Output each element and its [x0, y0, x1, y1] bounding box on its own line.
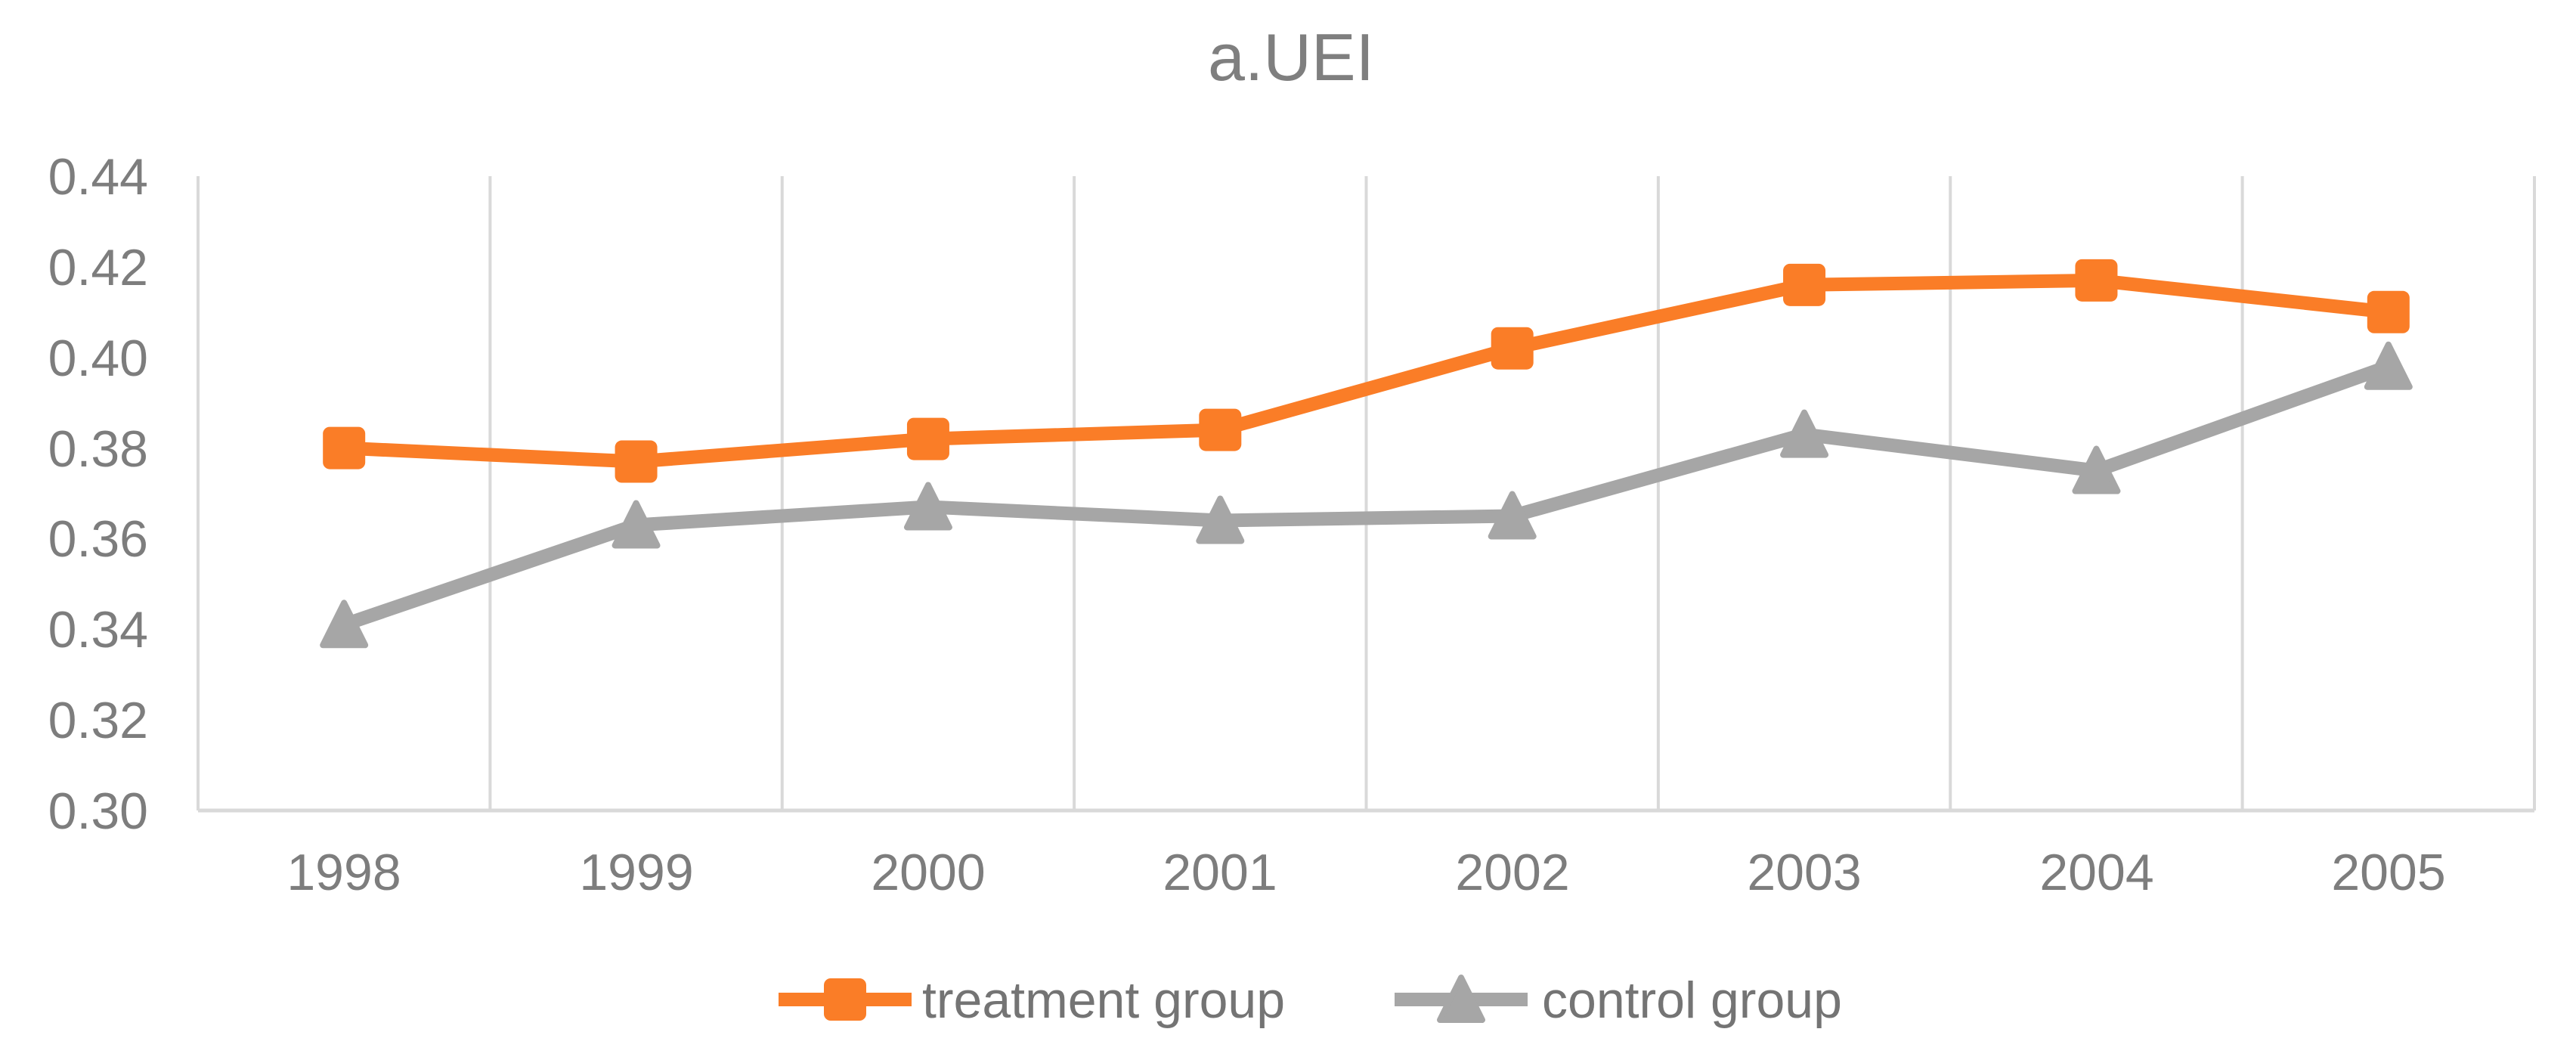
x-axis-tick-labels: 1998 1999 2000 2001 2002 2003 2004 2005 — [286, 844, 2445, 901]
y-tick-label: 0.34 — [48, 601, 148, 659]
y-axis-tick-labels: 0.44 0.42 0.40 0.38 0.36 0.34 0.32 0.30 — [48, 148, 148, 840]
data-point-triangle-marker — [611, 500, 661, 549]
x-tick-label: 1998 — [286, 844, 401, 901]
y-tick-label: 0.32 — [48, 692, 148, 749]
data-point-triangle-marker — [1196, 495, 1245, 544]
x-tick-label: 2001 — [1163, 844, 1277, 901]
legend-label-treatment: treatment group — [922, 972, 1285, 1029]
data-point-triangle-marker — [320, 600, 369, 649]
legend-label-control: control group — [1542, 972, 1842, 1029]
y-tick-label: 0.40 — [48, 330, 148, 387]
x-tick-label: 2004 — [2039, 844, 2153, 901]
data-point-square-marker — [323, 426, 366, 470]
gridlines — [197, 176, 2536, 810]
x-tick-label: 2002 — [1455, 844, 1569, 901]
series-layer — [320, 259, 2413, 649]
data-point-triangle-marker — [1488, 491, 1537, 540]
data-point-triangle-marker — [903, 482, 952, 531]
legend-triangle-marker — [1437, 975, 1485, 1023]
series-line-control-group — [342, 360, 2391, 631]
legend: treatment group control group — [779, 972, 1842, 1029]
data-point-triangle-marker — [2364, 341, 2413, 390]
data-point-square-marker — [2367, 290, 2410, 333]
data-point-square-marker — [1491, 327, 1534, 370]
legend-marker-control — [1395, 975, 1528, 1023]
y-tick-label: 0.30 — [48, 783, 148, 840]
legend-square-marker — [824, 978, 866, 1021]
chart-title: a.UEI — [1208, 20, 1374, 95]
data-point-triangle-marker — [1780, 409, 1829, 458]
data-point-square-marker — [615, 440, 658, 483]
legend-marker-treatment — [779, 978, 912, 1021]
data-point-square-marker — [1783, 263, 1826, 306]
x-tick-label: 2000 — [871, 844, 985, 901]
series-line-treatment-group — [343, 273, 2389, 469]
data-point-triangle-marker — [2072, 445, 2121, 494]
x-tick-label: 2005 — [2331, 844, 2445, 901]
data-point-square-marker — [1199, 408, 1242, 451]
y-tick-label: 0.38 — [48, 420, 148, 478]
data-point-square-marker — [906, 417, 949, 460]
x-tick-label: 1999 — [579, 844, 693, 901]
y-tick-label: 0.42 — [48, 239, 148, 296]
data-point-square-marker — [2075, 259, 2118, 302]
y-tick-label: 0.44 — [48, 148, 148, 206]
x-tick-label: 2003 — [1747, 844, 1861, 901]
y-tick-label: 0.36 — [48, 510, 148, 568]
